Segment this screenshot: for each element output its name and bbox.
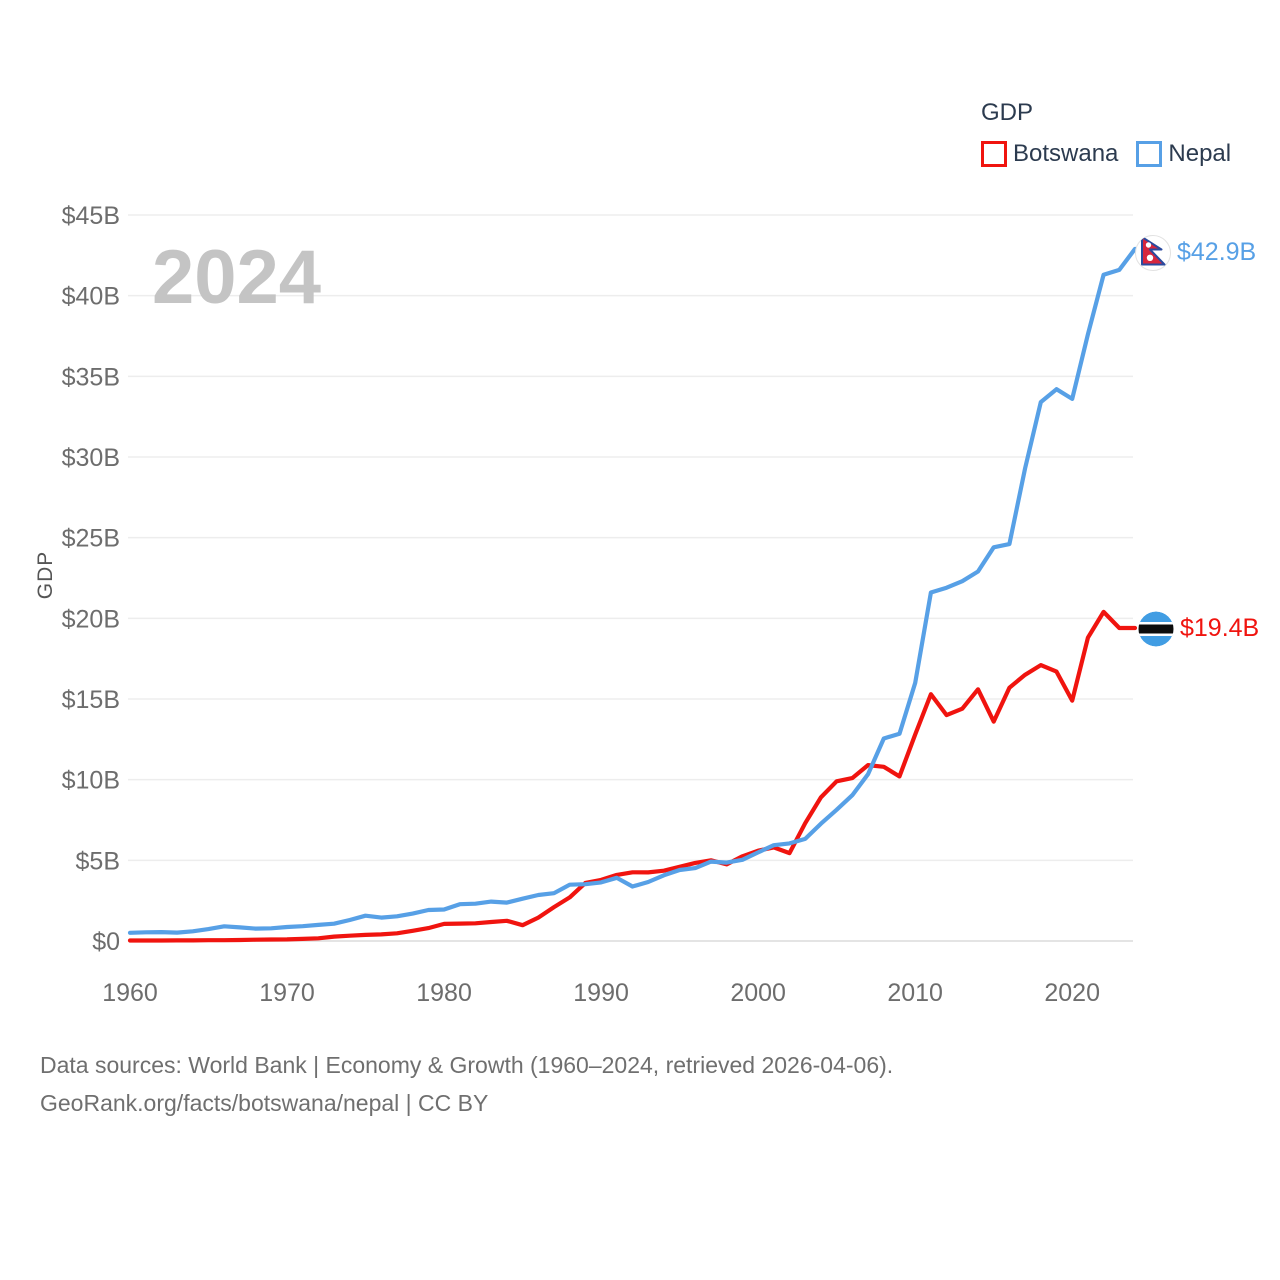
y-tick-label: $10B <box>62 767 120 795</box>
series-lines <box>127 246 1138 943</box>
y-tick-label: $5B <box>76 847 120 875</box>
nepal-legend-label: Nepal <box>1168 140 1232 167</box>
x-tick-label: 2020 <box>1044 979 1100 1007</box>
y-tick-label: $15B <box>62 686 120 714</box>
y-tick-label: $0 <box>92 928 120 956</box>
nepal-end-value-label: $42.9B <box>1177 238 1257 266</box>
x-tick-label: 1980 <box>416 979 472 1007</box>
legend: GDP Botswana Nepal <box>981 99 1231 168</box>
y-tick-label: $40B <box>62 283 120 311</box>
x-tick-label: 2000 <box>730 979 786 1007</box>
footer-attribution-line: GeoRank.org/facts/botswana/nepal | CC BY <box>40 1090 489 1116</box>
legend-item-nepal[interactable]: Nepal <box>1136 140 1231 168</box>
x-tick-label: 1960 <box>102 979 158 1007</box>
nepal-flag-icon <box>1135 235 1171 271</box>
botswana-line[interactable] <box>127 609 1138 943</box>
x-tick-label: 2010 <box>887 979 943 1007</box>
nepal-legend-swatch <box>1136 141 1163 167</box>
botswana-legend-swatch <box>981 141 1007 167</box>
y-axis-title: GDP <box>34 550 57 600</box>
nepal-line[interactable] <box>127 246 1138 935</box>
y-tick-label: $25B <box>62 525 120 553</box>
axis-tick-labels: $0 $5B $10B $15B $20B $25B $30B $35B $40B $45B 196… <box>62 202 1100 1007</box>
y-tick-label: $30B <box>62 444 120 472</box>
watermark-year: 2024 <box>152 235 321 320</box>
legend-item-botswana[interactable]: Botswana <box>981 140 1118 168</box>
y-tick-label: $20B <box>62 605 120 633</box>
footer: Data sources: World Bank | Economy & Gro… <box>40 1046 893 1122</box>
gridlines <box>128 214 1133 942</box>
x-tick-label: 1990 <box>573 979 629 1007</box>
footer-sources-line: Data sources: World Bank | Economy & Gro… <box>40 1052 894 1078</box>
botswana-legend-label: Botswana <box>1013 140 1119 167</box>
y-tick-label: $35B <box>62 363 120 391</box>
botswana-flag-icon <box>1138 611 1174 647</box>
legend-items: Botswana Nepal <box>981 140 1231 168</box>
botswana-end-value-label: $19.4B <box>1180 614 1260 642</box>
legend-title: GDP <box>981 99 1034 126</box>
x-tick-label: 1970 <box>259 979 315 1007</box>
y-tick-label: $45B <box>62 202 120 230</box>
